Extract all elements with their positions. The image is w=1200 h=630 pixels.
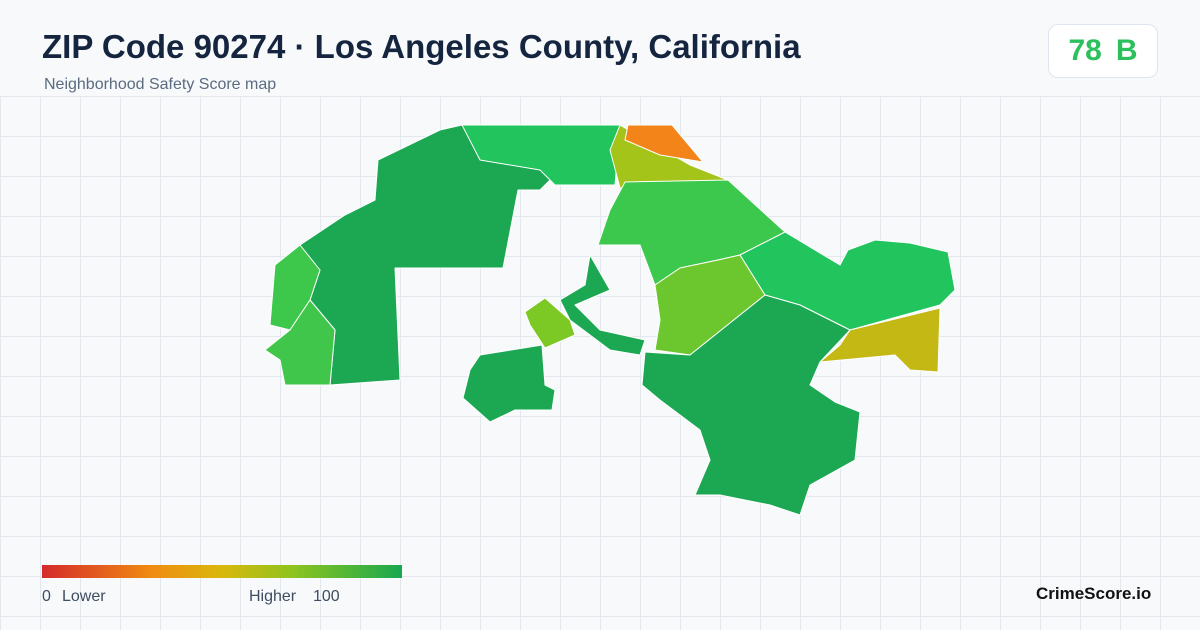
region — [524, 297, 576, 349]
region — [624, 124, 704, 163]
score-value: 78 — [1068, 34, 1102, 67]
region — [641, 294, 861, 516]
legend-min: 0 — [42, 588, 51, 605]
legend-max: 100 — [313, 588, 340, 605]
score-grade: B — [1115, 34, 1138, 67]
region — [264, 299, 336, 386]
legend-high-label: Higher — [249, 588, 297, 605]
legend-gradient — [42, 565, 402, 578]
region — [462, 344, 556, 423]
brand: CrimeScore.io — [1036, 584, 1152, 603]
legend-low-label: Lower — [62, 588, 106, 605]
subtitle: Neighborhood Safety Score map — [44, 76, 277, 93]
region — [559, 254, 646, 356]
region — [819, 307, 941, 373]
title: ZIP Code 90274 · Los Angeles County, Cal… — [42, 28, 801, 65]
score-badge: 78 B — [1048, 24, 1158, 78]
